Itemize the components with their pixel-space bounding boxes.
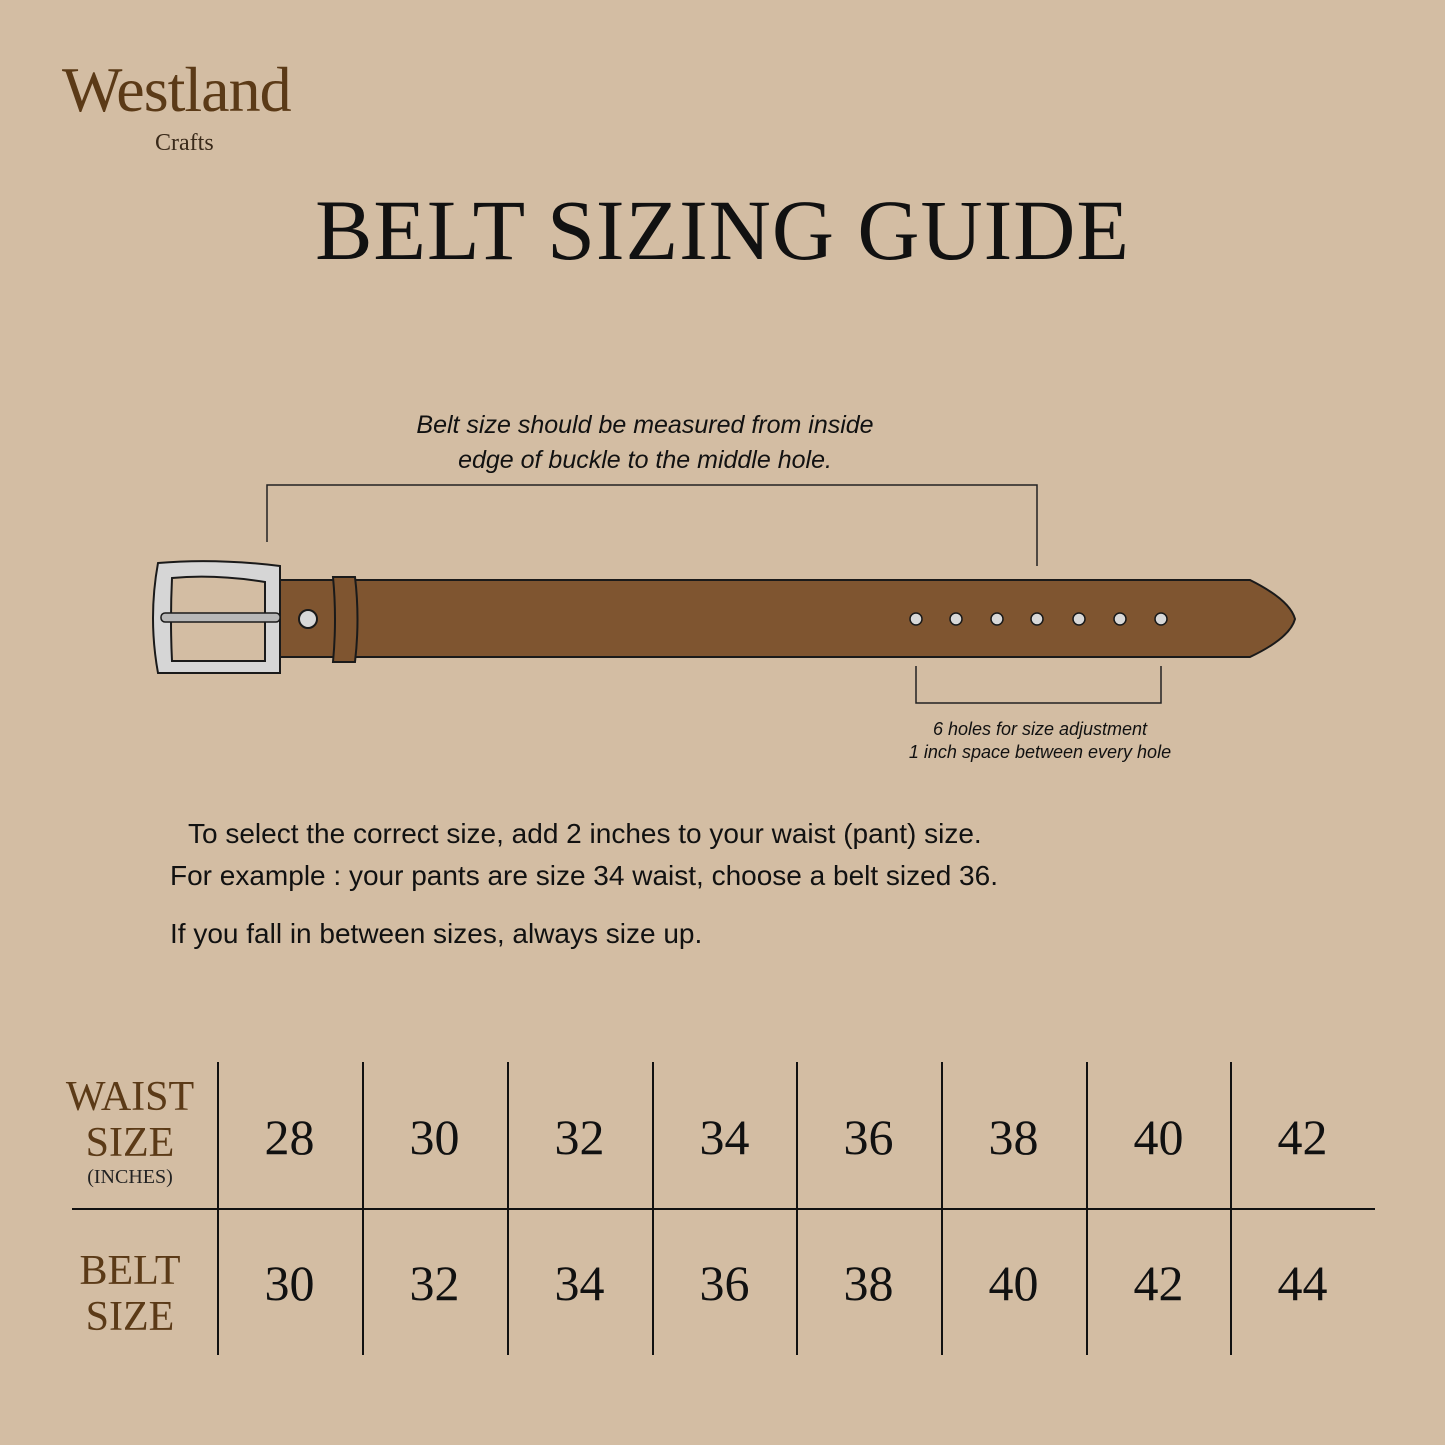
column-divider <box>507 1062 509 1355</box>
belt-hole <box>909 612 923 626</box>
belt-hole <box>1113 612 1127 626</box>
holes-note: 6 holes for size adjustment 1 inch space… <box>860 718 1220 764</box>
waist-size-cell: 38 <box>988 1109 1039 1165</box>
measure-bracket <box>266 484 1038 566</box>
belt-size-cell: 36 <box>699 1255 750 1311</box>
belt-size-cell: 40 <box>988 1255 1039 1311</box>
waist-size-cell: 30 <box>409 1109 460 1165</box>
holes-note-line: 1 inch space between every hole <box>908 742 1172 762</box>
column-divider <box>1230 1062 1232 1355</box>
column-divider <box>1086 1062 1088 1355</box>
label-line: SIZE <box>85 1294 175 1340</box>
waist-size-cell: 28 <box>264 1109 315 1165</box>
column-divider <box>362 1062 364 1355</box>
belt-hole <box>1030 612 1044 626</box>
waist-size-cell: 32 <box>554 1109 605 1165</box>
belt-hole <box>1154 612 1168 626</box>
column-divider <box>652 1062 654 1355</box>
belt-hole <box>949 612 963 626</box>
waist-size-cell: 40 <box>1133 1109 1184 1165</box>
belt-hole <box>1072 612 1086 626</box>
waist-size-cell: 36 <box>843 1109 894 1165</box>
label-line: SIZE <box>85 1120 175 1166</box>
adjustment-holes <box>909 612 1168 626</box>
instruction-line: For example : your pants are size 34 wai… <box>170 860 998 891</box>
measure-note-line: edge of buckle to the middle hole. <box>458 446 832 474</box>
belt-strap <box>264 579 1297 658</box>
belt-size-label: BELT SIZE <box>60 1248 200 1340</box>
instruction-line: If you fall in between sizes, always siz… <box>170 918 703 949</box>
belt-size-cell: 32 <box>409 1255 460 1311</box>
column-divider <box>217 1062 219 1355</box>
instruction-line: To select the correct size, add 2 inches… <box>188 818 982 849</box>
belt-hole <box>990 612 1004 626</box>
belt-diagram <box>152 484 1297 704</box>
measure-note-line: Belt size should be measured from inside <box>416 411 874 439</box>
column-divider <box>796 1062 798 1355</box>
belt-size-cell: 34 <box>554 1255 605 1311</box>
brand-subtitle: Crafts <box>155 130 214 156</box>
waist-size-cell: 42 <box>1277 1109 1328 1165</box>
column-divider <box>941 1062 943 1355</box>
belt-size-cell: 44 <box>1277 1255 1328 1311</box>
waist-size-cell: 34 <box>699 1109 750 1165</box>
label-unit: (INCHES) <box>87 1166 173 1188</box>
belt-keeper <box>331 576 359 663</box>
measure-note: Belt size should be measured from inside… <box>300 408 990 478</box>
label-line: BELT <box>79 1248 181 1294</box>
buckle-prong <box>160 612 281 623</box>
page-title: BELT SIZING GUIDE <box>315 182 1130 278</box>
brand-logo: Westland <box>62 54 292 125</box>
waist-size-label: WAIST SIZE (INCHES) <box>60 1074 200 1188</box>
belt-size-cell: 38 <box>843 1255 894 1311</box>
rivet-hole <box>298 609 318 629</box>
holes-note-line: 6 holes for size adjustment <box>932 719 1148 739</box>
row-divider <box>72 1208 1375 1210</box>
belt-size-cell: 30 <box>264 1255 315 1311</box>
label-line: WAIST <box>65 1074 195 1120</box>
belt-size-cell: 42 <box>1133 1255 1184 1311</box>
holes-bracket <box>915 666 1162 704</box>
